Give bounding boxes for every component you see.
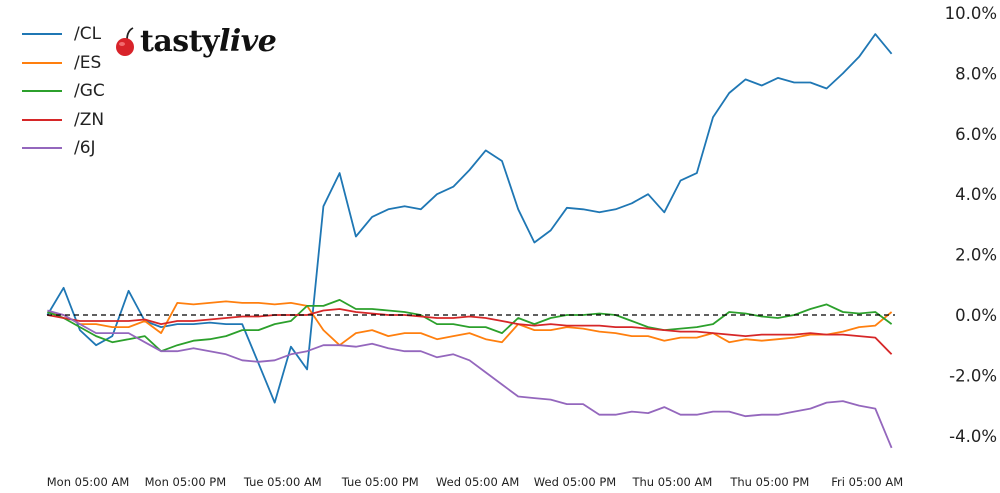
logo-wordmark: tastylive — [140, 24, 277, 59]
legend-item: /ES — [22, 49, 105, 78]
legend-item: /6J — [22, 134, 105, 163]
cherry-icon — [116, 26, 134, 56]
legend-swatch — [22, 147, 62, 150]
legend-swatch — [22, 33, 62, 36]
x-tick-label: Wed 05:00 AM — [436, 475, 519, 489]
legend-label: /ZN — [74, 109, 105, 130]
legend-label: /6J — [74, 138, 96, 159]
legend-label: /GC — [74, 81, 105, 102]
legend-label: /ES — [74, 52, 102, 73]
legend-label: /CL — [74, 24, 102, 45]
y-tick-label: -4.0% — [949, 427, 997, 446]
y-tick-label: 6.0% — [955, 125, 997, 144]
legend-item: /CL — [22, 20, 105, 49]
y-tick-label: -2.0% — [949, 366, 997, 385]
y-tick-label: 2.0% — [955, 246, 997, 265]
series-line-es — [47, 300, 893, 347]
legend-swatch — [22, 90, 62, 93]
y-tick-label: 8.0% — [955, 64, 997, 83]
x-tick-label: Fri 05:00 AM — [831, 475, 903, 489]
y-tick-label: 10.0% — [945, 4, 997, 23]
tastylive-logo: tastylive — [112, 24, 277, 59]
series-line-zn — [47, 308, 893, 355]
legend-item: /GC — [22, 77, 105, 106]
y-tick-label: 0.0% — [955, 306, 997, 325]
legend-swatch — [22, 61, 62, 64]
series-line-cl — [46, 33, 893, 404]
y-tick-label: 4.0% — [955, 185, 997, 204]
legend: /CL/ES/GC/ZN/6J — [22, 20, 105, 163]
legend-swatch — [22, 118, 62, 121]
x-tick-label: Wed 05:00 PM — [534, 475, 616, 489]
legend-item: /ZN — [22, 106, 105, 135]
x-tick-label: Thu 05:00 PM — [729, 475, 809, 489]
series-line-6j — [47, 309, 893, 449]
x-tick-label: Tue 05:00 AM — [243, 475, 322, 489]
x-tick-label: Thu 05:00 AM — [631, 475, 712, 489]
x-tick-label: Tue 05:00 PM — [341, 475, 419, 489]
x-tick-label: Mon 05:00 PM — [145, 475, 227, 489]
x-tick-label: Mon 05:00 AM — [47, 475, 130, 489]
